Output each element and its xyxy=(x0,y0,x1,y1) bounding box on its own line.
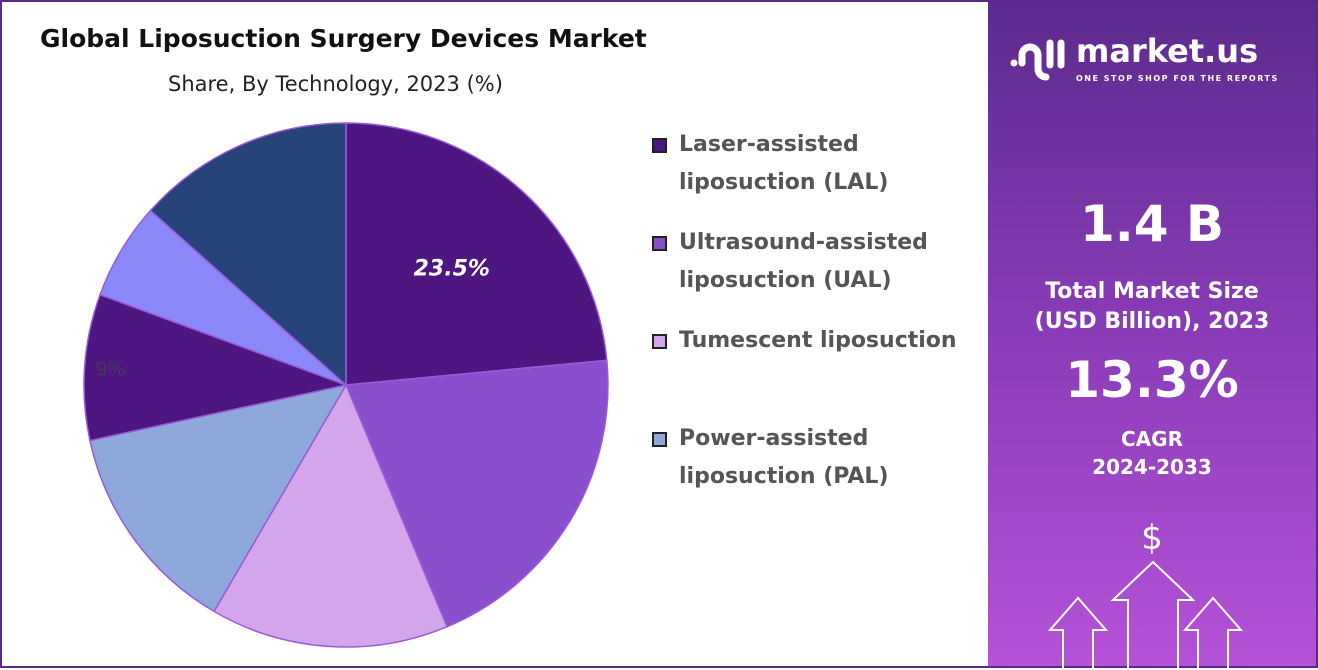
legend-swatch xyxy=(652,138,667,153)
pie-slice-4 xyxy=(83,293,349,442)
pie-slice-2 xyxy=(213,383,449,648)
pie-slice-3 xyxy=(89,383,348,613)
legend-label: Power-assisted xyxy=(679,426,869,451)
market-size-label: Total Market Size xyxy=(1045,279,1259,304)
legend-label: Tumescent liposuction xyxy=(679,328,957,353)
pie-slice-0 xyxy=(345,122,608,386)
legend-swatch xyxy=(652,334,667,349)
cagr-period: 2024-2033 xyxy=(1092,455,1212,479)
pie-slice-1 xyxy=(344,359,609,628)
legend-item-tumescent: Tumescent liposuction xyxy=(652,322,986,360)
logo-icon xyxy=(1010,39,1065,81)
legend-label: liposuction (UAL) xyxy=(679,268,892,293)
dollar-icon: $ xyxy=(1141,518,1163,558)
legend-label: liposuction (PAL) xyxy=(679,464,889,489)
legend-item-lal: Laser-assisted liposuction (LAL) xyxy=(652,126,986,202)
pie-slice-6 xyxy=(149,122,347,387)
legend-swatch xyxy=(652,236,667,251)
pie-chart: 23.5% 9% xyxy=(83,122,609,648)
slice-data-label: 23.5% xyxy=(414,257,490,282)
slice-data-label: 9% xyxy=(96,359,126,381)
legend-item-pal: Power-assisted liposuction (PAL) xyxy=(652,420,986,496)
market-size-label-2: (USD Billion), 2023 xyxy=(1034,309,1270,334)
market-size-value: 1.4 B xyxy=(1079,195,1225,253)
legend-label: liposuction (LAL) xyxy=(679,170,889,195)
growth-arrows-icon xyxy=(1048,560,1244,670)
legend-swatch xyxy=(652,432,667,447)
legend-label: Laser-assisted xyxy=(679,132,859,157)
legend: Laser-assisted liposuction (LAL) Ultrasou… xyxy=(652,126,986,518)
brand-logo: market.us ONE STOP SHOP FOR THE REPORTS xyxy=(1010,32,1279,84)
brand-tagline: ONE STOP SHOP FOR THE REPORTS xyxy=(1076,74,1279,83)
chart-title: Global Liposuction Surgery Devices Marke… xyxy=(40,24,647,53)
legend-label: Ultrasound-assisted xyxy=(679,230,928,255)
summary-panel: market.us ONE STOP SHOP FOR THE REPORTS … xyxy=(988,2,1316,670)
cagr-value: 13.3% xyxy=(1065,351,1239,409)
brand-name: market.us xyxy=(1076,32,1259,70)
cagr-label: CAGR xyxy=(1121,427,1183,451)
chart-subtitle: Share, By Technology, 2023 (%) xyxy=(168,72,503,96)
legend-item-ual: Ultrasound-assisted liposuction (UAL) xyxy=(652,224,986,300)
